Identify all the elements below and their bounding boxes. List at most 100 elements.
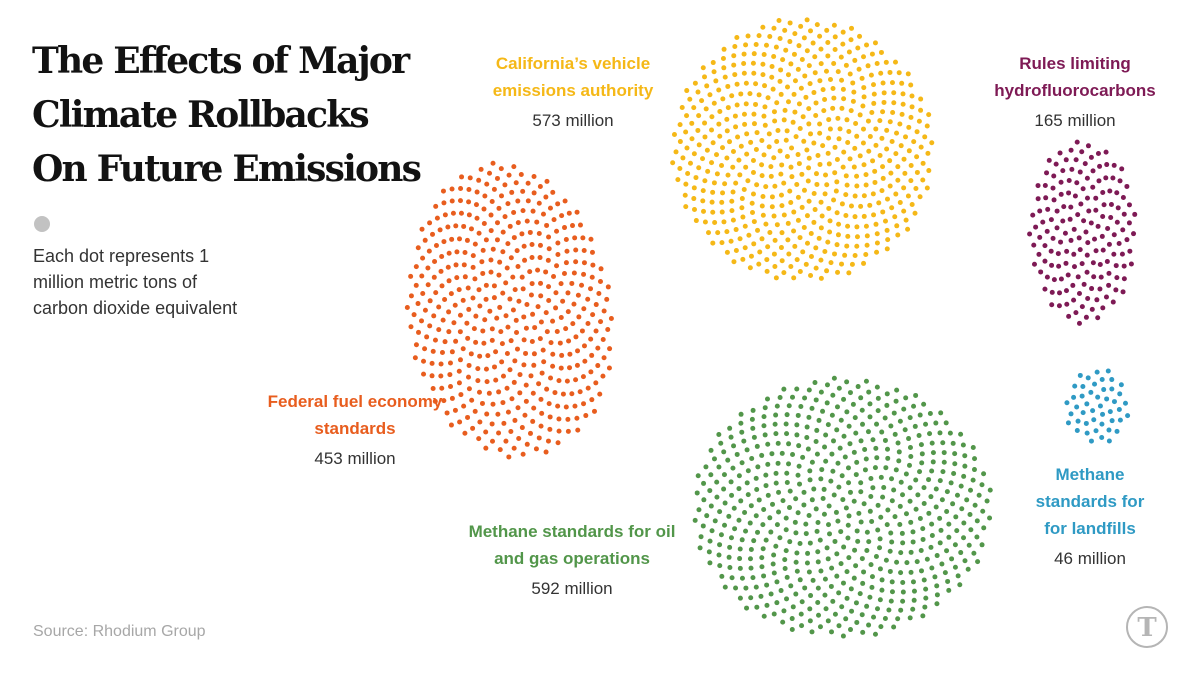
data-dot-california [857,112,863,118]
data-dot-methane_og [814,427,820,433]
data-dot-fuel [424,334,430,340]
data-dot-fuel [562,198,568,204]
data-dot-methane_og [789,627,795,633]
data-dot-hfc [1084,175,1090,181]
data-dot-methane_og [692,517,698,523]
data-dot-california [884,227,890,233]
data-dot-methane_og [768,529,774,535]
data-dot-fuel [500,290,506,296]
data-dot-fuel [476,436,482,442]
data-dot-methane_og [784,431,790,437]
data-dot-fuel [567,351,573,357]
data-dot-california [817,121,823,127]
data-dot-california [869,109,875,115]
data-dot-fuel [462,430,468,436]
data-dot-methane_og [863,456,869,462]
data-dot-california [889,205,895,211]
data-dot-california [808,131,814,137]
data-dot-hfc [1050,185,1056,191]
dot-cluster-methane_og [692,375,993,639]
data-dot-methane_og [831,492,837,498]
data-dot-fuel [556,428,562,434]
data-dot-fuel [498,329,504,335]
data-dot-fuel [576,314,582,320]
data-dot-california [762,104,768,110]
data-dot-california [901,185,907,191]
data-dot-california [893,191,899,197]
data-dot-fuel [472,276,478,282]
data-dot-methane_og [797,577,803,583]
cluster-label-california: California’s vehicle emissions authority… [477,50,669,133]
data-dot-california [863,223,869,229]
data-dot-landfill [1090,408,1096,414]
data-dot-california [841,96,847,102]
data-dot-landfill [1072,383,1078,389]
data-dot-fuel [513,317,519,323]
data-dot-california [920,177,926,183]
data-dot-fuel [421,358,427,364]
data-dot-california [733,124,739,130]
data-dot-fuel [470,264,476,270]
data-dot-landfill [1099,421,1105,427]
data-dot-methane_og [758,593,764,599]
data-dot-california [867,202,873,208]
data-dot-california [720,190,726,196]
data-dot-methane_og [795,510,801,516]
data-dot-hfc [1042,243,1048,249]
data-dot-california [818,275,824,281]
data-dot-methane_og [775,440,781,446]
data-dot-methane_og [773,470,779,476]
data-dot-fuel [567,365,573,371]
data-dot-methane_og [813,397,819,403]
data-dot-landfill [1079,393,1085,399]
data-dot-landfill [1075,418,1081,424]
data-dot-california [700,156,706,162]
data-dot-methane_og [739,575,745,581]
data-dot-california [767,230,773,236]
data-dot-california [797,268,803,274]
data-dot-fuel [440,188,446,194]
data-dot-methane_og [885,507,891,513]
data-dot-methane_og [795,472,801,478]
data-dot-methane_og [751,538,757,544]
data-dot-california [844,117,850,123]
data-dot-methane_og [771,611,777,617]
data-dot-california [677,166,683,172]
data-dot-california [801,187,807,193]
data-dot-california [751,241,757,247]
data-dot-methane_og [892,514,898,520]
data-dot-california [702,219,708,225]
data-dot-fuel [535,267,541,273]
data-dot-fuel [506,172,512,178]
data-dot-methane_og [869,519,875,524]
data-dot-fuel [530,390,536,396]
data-dot-methane_og [910,529,916,535]
data-dot-california [825,150,831,156]
data-dot-fuel [510,307,516,313]
data-dot-fuel [490,160,496,166]
data-dot-california [884,246,890,252]
data-dot-hfc [1085,143,1091,149]
data-dot-hfc [1121,211,1127,217]
data-dot-hfc [1069,166,1075,172]
data-dot-california [848,108,854,114]
data-dot-fuel [457,236,462,242]
data-dot-hfc [1051,197,1057,203]
data-dot-hfc [1074,180,1080,186]
data-dot-hfc [1042,286,1048,292]
data-dot-methane_og [845,465,851,471]
data-dot-fuel [478,166,484,172]
data-dot-california [680,155,686,161]
data-dot-california [905,226,911,232]
data-dot-california [759,236,765,242]
data-dot-methane_og [971,467,977,473]
data-dot-california [808,230,814,236]
data-dot-methane_og [765,492,771,498]
data-dot-methane_og [833,509,839,515]
data-dot-california [820,143,826,149]
data-dot-california [783,137,789,143]
data-dot-california [779,230,785,236]
data-dot-california [812,54,818,60]
data-dot-california [702,120,708,126]
data-dot-methane_og [879,587,885,593]
